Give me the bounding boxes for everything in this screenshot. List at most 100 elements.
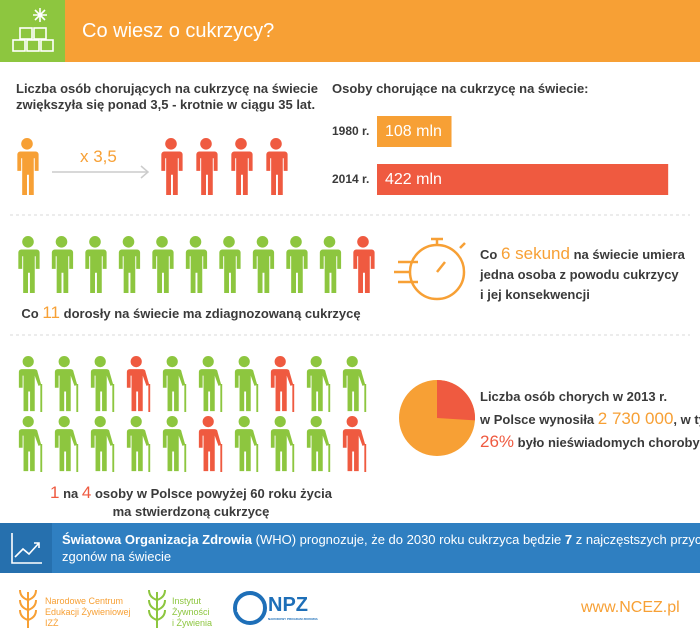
pie-slice: [437, 380, 475, 421]
bars-title: Osoby chorujące na cukrzycę na świecie:: [332, 81, 589, 96]
text: Co: [21, 306, 43, 321]
elder-icon: [126, 416, 151, 472]
text: osoby w Polsce powyżej 60 roku życia: [91, 486, 332, 501]
line: jedna osoba z powodu cukrzycy: [480, 267, 679, 282]
izz-logo: [148, 589, 166, 628]
npz-subtitle: NARODOWY PROGRAM ZDROWIA: [268, 617, 318, 621]
arrow-head: [140, 165, 150, 179]
elder-icon: [270, 356, 295, 412]
elder-icon: [234, 416, 259, 472]
person-icon: [353, 236, 375, 294]
who-icon: [11, 533, 42, 564]
growth-line: Liczba osób chorujących na cukrzycę na ś…: [16, 81, 319, 96]
text: w Polsce wynosiła: [480, 412, 598, 427]
npz-logo: [233, 591, 267, 625]
elder-icon: [90, 356, 115, 412]
bar: [377, 164, 669, 195]
highlight: 11: [42, 303, 61, 322]
bar-value-label: 108 mln: [385, 123, 442, 140]
header-icon: [12, 8, 54, 52]
person-icon: [266, 138, 271, 196]
bar-category: 1980 r.: [332, 124, 369, 138]
person-icon: [286, 236, 308, 294]
elder-icon: [162, 416, 187, 472]
person-icon: [196, 138, 218, 196]
url[interactable]: www.NCEZ.pl: [581, 599, 680, 616]
line: 1 na 4 osoby w Polsce powyżej 60 roku ży…: [16, 484, 366, 503]
elder-icon: [306, 356, 331, 412]
elder-icon: [198, 356, 223, 412]
elder-icon: [198, 416, 223, 472]
elder-icon: [126, 356, 151, 412]
bar-category: 2014 r.: [332, 172, 369, 186]
person-icon: [17, 138, 39, 196]
line: i jej konsekwencji: [480, 287, 590, 302]
line: Światowa Organizacja Zdrowia (WHO) progn…: [62, 531, 700, 548]
growth-line: zwiększyła się ponad 3,5 - krotnie w cią…: [16, 97, 316, 112]
person-icon: [319, 236, 342, 294]
death-text: Co 6 sekund na świecie umiera jedna osob…: [480, 244, 685, 305]
who-icon-box: [0, 523, 52, 573]
text: (WHO) prognozuje, że do 2030 roku cukrzy…: [252, 532, 565, 547]
person-icon: [152, 236, 174, 294]
elder-icon: [234, 356, 259, 412]
person-icon: [118, 236, 141, 294]
elder-icon: [18, 416, 43, 472]
highlight: 1: [50, 483, 60, 502]
person-icon: [219, 236, 241, 294]
highlight: 2 730 000: [597, 409, 674, 428]
line: w Polsce wynosiła 2 730 000, w tym: [480, 408, 700, 431]
bold: 7: [564, 532, 573, 547]
ncez-logo: [19, 589, 37, 628]
person-icon: [252, 236, 275, 294]
elder-icon: [342, 416, 367, 472]
header-bar: [65, 0, 700, 62]
elder-icon: [54, 356, 79, 412]
line: Żywności: [172, 607, 210, 617]
line: Liczba osób chorych w 2013 r.: [480, 389, 668, 404]
adults-text: Co 11 dorosły na świecie ma zdiagnozowan…: [16, 304, 366, 322]
person-icon: [85, 236, 107, 294]
elder-icon: [162, 356, 187, 412]
multiplier: x 3,5: [80, 147, 117, 166]
person-icon: [161, 138, 183, 196]
elder-icon: [54, 416, 79, 472]
who-bar: [0, 523, 700, 573]
text: , w tym: [673, 412, 700, 427]
line: Edukacji Żywieniowej: [45, 607, 131, 617]
elder-icon: [90, 416, 115, 472]
text: Co: [480, 247, 501, 262]
elder-icon: [18, 356, 43, 412]
header-title: Co wiesz o cukrzycy?: [82, 20, 275, 42]
text: na: [59, 486, 82, 501]
elderly-text: 1 na 4 osoby w Polsce powyżej 60 roku ży…: [16, 484, 366, 521]
elder-icon: [342, 356, 367, 412]
bold: Światowa Organizacja Zdrowia: [62, 532, 252, 547]
ncez-name: Narodowe Centrum Edukacji Żywieniowej IZ…: [45, 596, 131, 629]
bar-value-label: 422 mln: [385, 171, 442, 188]
bar: [377, 116, 452, 147]
line: Instytut: [172, 596, 202, 606]
npz-name: NPZ: [268, 594, 308, 616]
stopwatch-icon: [394, 237, 466, 301]
line: 26% było nieświadomych choroby: [480, 431, 700, 454]
person-icon: [18, 236, 40, 294]
highlight: 6 sekund: [500, 244, 570, 263]
text: dorosły na świecie ma zdiagnozowaną cukr…: [60, 306, 361, 321]
elder-icon: [270, 416, 295, 472]
person-icon: [51, 236, 74, 294]
line: zgonów na świecie: [62, 549, 172, 564]
line: IZŻ: [45, 618, 59, 628]
line: Co 6 sekund na świecie umiera: [480, 244, 685, 265]
text: było nieświadomych choroby: [514, 435, 700, 450]
highlight: 26%: [480, 432, 515, 451]
poland-text: Liczba osób chorych w 2013 r. w Polsce w…: [480, 386, 700, 454]
elder-icon: [306, 416, 331, 472]
line: ma stwierdzoną cukrzycę: [112, 504, 270, 519]
line: i Żywienia: [172, 618, 213, 628]
highlight: 4: [81, 483, 92, 502]
who-text: Światowa Organizacja Zdrowia (WHO) progn…: [62, 531, 700, 565]
person-icon: [231, 138, 253, 196]
